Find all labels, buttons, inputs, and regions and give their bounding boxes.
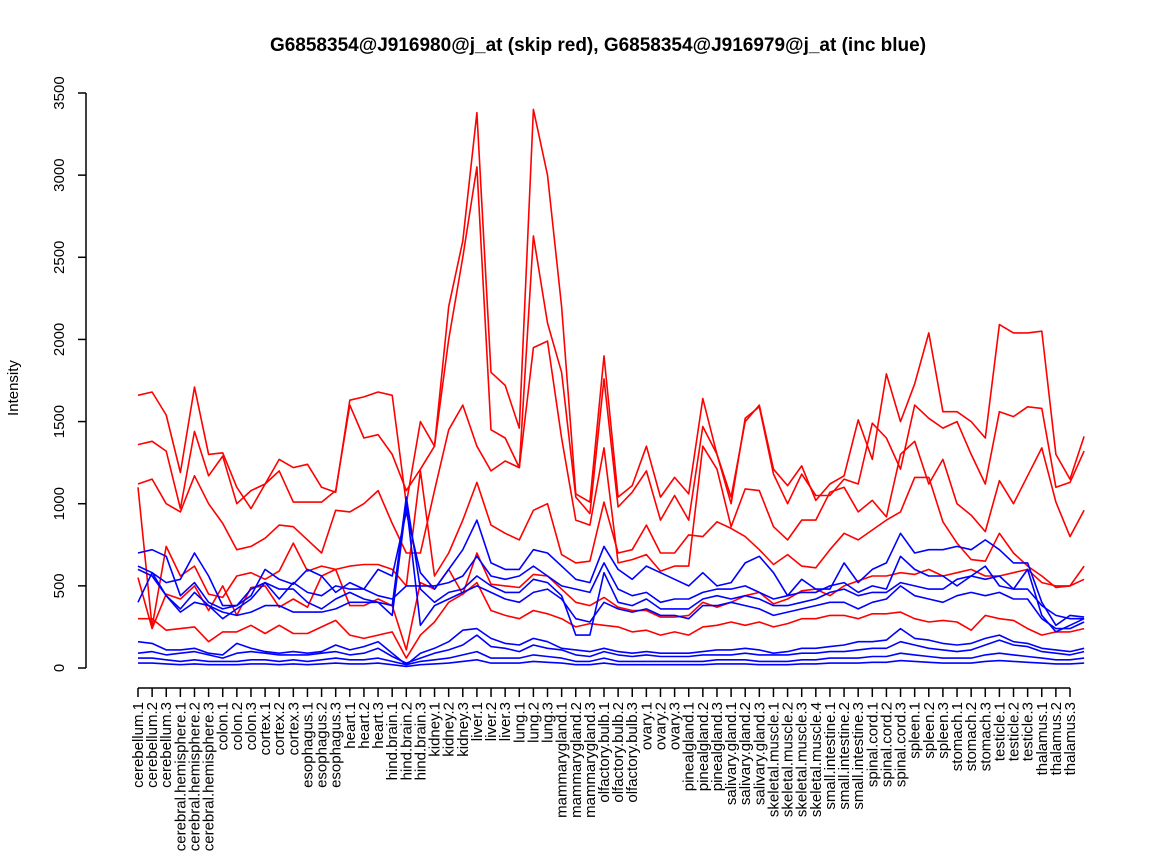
x-tick-label: olfactory.bulb.2: [610, 702, 627, 803]
x-tick-label: stomach.1: [949, 702, 966, 771]
x-tick-label: skeletal.muscle.2: [780, 702, 797, 817]
x-tick-label: cortex.1: [257, 702, 274, 755]
x-tick-label: esophagus.3: [328, 702, 345, 788]
x-tick-label: mammarygland.2: [568, 702, 585, 818]
inc-series-line: [137, 502, 1085, 630]
x-tick-label: olfactory.bulb.1: [596, 702, 613, 803]
x-tick-label: colon.2: [229, 702, 246, 750]
x-tick-label: lung.3: [540, 702, 557, 743]
y-tick-label: 1500: [51, 405, 68, 438]
inc-series-line: [138, 650, 1085, 666]
y-tick-label: 1000: [51, 487, 68, 520]
inc-series-line: [138, 658, 1085, 668]
y-tick-label: 2000: [51, 323, 68, 356]
x-tick-label: mammarygland.3: [582, 702, 599, 818]
x-tick-label: colon.3: [243, 702, 260, 750]
x-tick-label: testicle.1: [991, 702, 1008, 761]
x-tick-label: lung.2: [525, 702, 542, 743]
x-tick-label: hind.brain.1: [384, 702, 401, 780]
skip-series-line: [138, 581, 1085, 659]
x-tick-label: small.intestine.3: [850, 702, 867, 810]
y-axis-label: Intensity: [5, 360, 22, 416]
x-tick-label: spinal.cord.2: [878, 702, 895, 787]
x-tick-label: kidney.2: [441, 702, 458, 757]
x-tick-label: ovary.2: [652, 702, 669, 750]
inc-series-line: [137, 496, 1085, 636]
x-tick-label: salivary.gland.1: [723, 702, 740, 805]
x-tick-label: heart.3: [370, 702, 387, 749]
x-tick-label: spleen.1: [907, 702, 924, 759]
y-tick-label: 3500: [51, 76, 68, 109]
x-tick-label: mammarygland.1: [554, 702, 571, 818]
x-tick-label: cerebral.hemisphere.1: [172, 702, 189, 851]
x-tick-label: stomach.3: [977, 702, 994, 771]
series-group: [137, 108, 1085, 668]
x-tick-label: small.intestine.2: [836, 702, 853, 810]
x-tick-label: kidney.3: [455, 702, 472, 757]
x-tick-label: cortex.2: [271, 702, 288, 755]
y-tick-label: 2500: [51, 241, 68, 274]
x-tick-label: ovary.1: [638, 702, 655, 750]
x-tick-label: pinealgland.2: [695, 702, 712, 791]
x-tick-label: cerebellum.3: [158, 702, 175, 788]
x-tick-label: testicle.3: [1020, 702, 1037, 761]
x-tick-label: pinealgland.3: [709, 702, 726, 791]
x-tick-label: liver.2: [483, 702, 500, 741]
inc-series-line: [137, 511, 1085, 627]
skip-series-line: [137, 470, 1085, 628]
x-tick-label: testicle.2: [1006, 702, 1023, 761]
x-tick-label: cortex.3: [285, 702, 302, 755]
x-tick-label: esophagus.1: [299, 702, 316, 788]
inc-series-line: [137, 548, 1085, 633]
x-tick-label: spleen.3: [935, 702, 952, 759]
inc-series-line: [137, 634, 1085, 664]
chart-title: G6858354@J916980@j_at (skip red), G68583…: [270, 35, 926, 56]
x-tick-label: cerebellum.1: [130, 702, 147, 788]
x-tick-label: colon.1: [215, 702, 232, 750]
x-tick-label: skeletal.muscle.3: [794, 702, 811, 817]
x-tick-label: liver.3: [497, 702, 514, 741]
skip-series-line: [137, 166, 1085, 521]
x-tick-label: cerebellum.2: [144, 702, 161, 788]
x-tick-label: small.intestine.1: [822, 702, 839, 810]
x-tick-label: heart.2: [356, 702, 373, 749]
x-tick-label: hind.brain.2: [398, 702, 415, 780]
x-tick-label: cerebral.hemisphere.2: [186, 702, 203, 851]
x-tick-label: ovary.3: [667, 702, 684, 750]
x-tick-label: kidney.1: [427, 702, 444, 757]
y-tick-label: 3000: [51, 158, 68, 191]
x-tick-label: cerebral.hemisphere.3: [201, 702, 218, 851]
skip-series-line: [137, 108, 1085, 510]
x-axis: cerebellum.1cerebellum.2cerebellum.3cere…: [130, 687, 1079, 851]
inc-series-line: [137, 627, 1085, 666]
x-tick-label: pinealgland.1: [681, 702, 698, 791]
x-tick-label: salivary.gland.3: [751, 702, 768, 805]
y-tick-label: 0: [51, 664, 68, 672]
x-tick-label: heart.1: [342, 702, 359, 749]
x-tick-label: stomach.2: [963, 702, 980, 771]
skip-series-line: [137, 552, 1085, 651]
x-tick-label: salivary.gland.2: [737, 702, 754, 805]
x-tick-label: spinal.cord.1: [864, 702, 881, 787]
x-tick-label: thalamus.2: [1048, 702, 1065, 775]
x-tick-label: spinal.cord.3: [893, 702, 910, 787]
x-tick-label: olfactory.bulb.3: [624, 702, 641, 803]
x-tick-label: skeletal.muscle.1: [765, 702, 782, 817]
y-axis: 0 500 1000 1500 2000 2500 3000 3500: [51, 76, 87, 672]
x-tick-label: lung.1: [511, 702, 528, 743]
y-tick-label: 500: [51, 573, 68, 598]
x-tick-label: spleen.2: [921, 702, 938, 759]
x-tick-label: thalamus.3: [1062, 702, 1079, 775]
skip-series-line: [137, 340, 1085, 572]
x-tick-label: skeletal.muscle.4: [808, 702, 825, 817]
x-tick-label: hind.brain.3: [412, 702, 429, 780]
x-tick-label: thalamus.1: [1034, 702, 1051, 775]
x-tick-label: esophagus.2: [314, 702, 331, 788]
x-tick-label: liver.1: [469, 702, 486, 741]
